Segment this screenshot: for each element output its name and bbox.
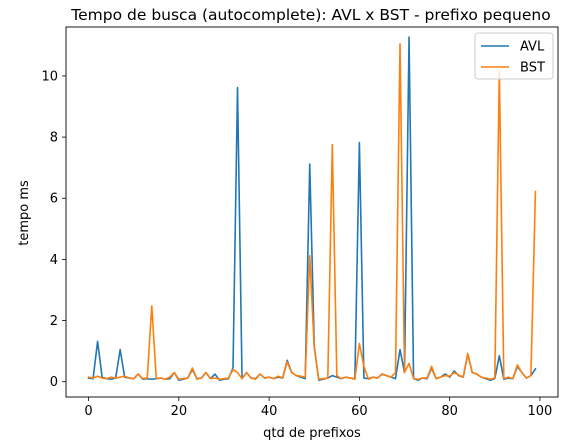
- x-tick-label: 80: [441, 404, 458, 419]
- x-tick-label: 0: [84, 404, 92, 419]
- legend-label-avl: AVL: [520, 40, 545, 55]
- x-tick-label: 20: [171, 404, 188, 419]
- x-tick-label: 40: [261, 404, 278, 419]
- x-axis-label: qtd de prefixos: [263, 426, 361, 441]
- series-line-bst: [87, 43, 537, 381]
- y-tick-label: 6: [50, 192, 58, 207]
- y-axis-label: tempo ms: [17, 180, 32, 246]
- y-tick-label: 4: [50, 253, 58, 268]
- y-tick-label: 0: [50, 375, 58, 390]
- series-layer: [87, 36, 537, 381]
- y-tick-label: 8: [50, 131, 58, 146]
- y-axis-ticks: 0 2 4 6 8 10: [41, 69, 66, 390]
- x-tick-label: 60: [351, 404, 368, 419]
- chart-title: Tempo de busca (autocomplete): AVL x BST…: [70, 6, 550, 24]
- axes-frame: [65, 26, 559, 398]
- plot-area: [65, 26, 559, 398]
- legend: AVL BST: [474, 32, 554, 80]
- legend-label-bst: BST: [520, 61, 545, 76]
- y-tick-label: 2: [50, 314, 58, 329]
- y-tick-label: 10: [41, 69, 58, 84]
- x-tick-label: 100: [528, 404, 553, 419]
- x-axis-ticks: 0 20 40 60 80 100: [84, 397, 552, 419]
